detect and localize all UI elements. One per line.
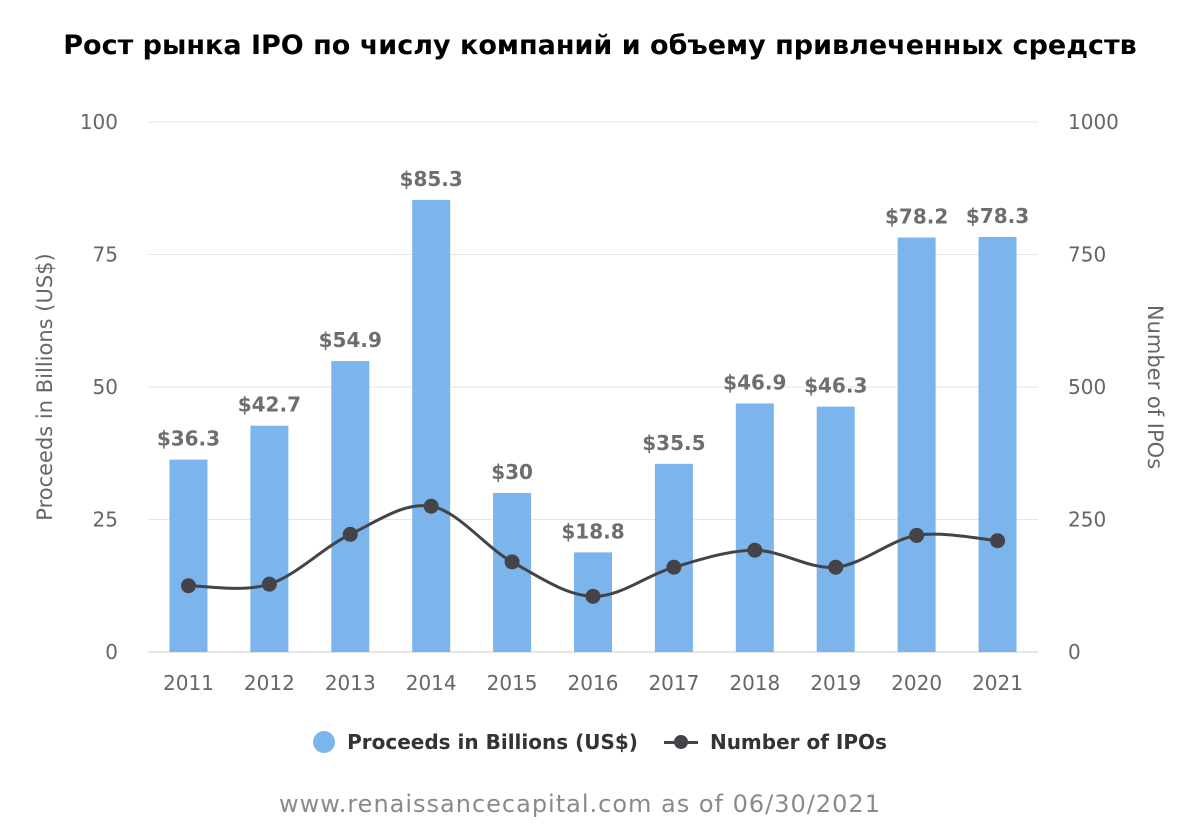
- bar-2021[interactable]: [978, 237, 1017, 652]
- bar-2018[interactable]: [735, 403, 774, 652]
- bar-label-2014: $85.3: [400, 167, 463, 191]
- x-axis-ticks: 2011 2012 2013 2014 2015 2016 2017 2018 2019 2020…: [163, 671, 1023, 695]
- bar-label-2016: $18.8: [561, 519, 624, 543]
- right-tick-label: 250: [1068, 508, 1106, 532]
- bar-label-2015: $30: [491, 460, 533, 484]
- x-tick-2020: 2020: [891, 671, 942, 695]
- ipo-point-2015[interactable]: [504, 554, 520, 570]
- legend-line-marker: [663, 735, 698, 749]
- bar-label-2020: $78.2: [885, 205, 948, 229]
- source-text: www.renaissancecapital.com as of 06/30/2…: [279, 790, 881, 818]
- bar-label-2017: $35.5: [642, 431, 705, 455]
- bar-2015[interactable]: [493, 493, 532, 652]
- bar-label-2013: $54.9: [319, 328, 382, 352]
- right-axis-title: Number of IPOs: [1143, 305, 1167, 469]
- bar-2017[interactable]: [654, 463, 693, 652]
- legend-item-proceeds[interactable]: Proceeds in Billions (US$): [313, 730, 638, 754]
- ipo-point-2021[interactable]: [990, 533, 1006, 549]
- bar-label-2011: $36.3: [157, 427, 220, 451]
- right-tick-label: 750: [1068, 243, 1106, 267]
- ipo-point-2018[interactable]: [747, 542, 763, 558]
- ipo-point-2014[interactable]: [423, 498, 439, 514]
- ipo-point-2017[interactable]: [666, 559, 682, 575]
- ipo-point-2012[interactable]: [261, 576, 277, 592]
- bar-label-2018: $46.9: [723, 370, 786, 394]
- bar-2011[interactable]: [169, 459, 208, 652]
- ipo-count-line: [180, 498, 1006, 604]
- left-axis-ticks: 0 25 50 75 100: [80, 110, 118, 664]
- bar-2012[interactable]: [250, 425, 289, 652]
- legend-label-proceeds: Proceeds in Billions (US$): [347, 730, 638, 754]
- legend: Proceeds in Billions (US$) Number of IPO…: [0, 730, 1200, 754]
- left-tick-label: 0: [105, 640, 118, 664]
- x-tick-2017: 2017: [648, 671, 699, 695]
- bar-2013[interactable]: [331, 361, 370, 652]
- bar-2020[interactable]: [897, 237, 936, 653]
- left-tick-label: 75: [93, 243, 118, 267]
- bar-2014[interactable]: [412, 199, 451, 652]
- legend-bar-marker: [313, 731, 336, 753]
- ipo-point-2020[interactable]: [909, 527, 925, 543]
- bar-data-labels: $36.3 $42.7 $54.9 $85.3 $30 $18.8 $35.5 $46.9 $4…: [157, 167, 1029, 543]
- ipo-point-2016[interactable]: [585, 588, 601, 604]
- right-tick-label: 0: [1068, 640, 1081, 664]
- chart-title: Рост рынка IPO по числу компаний и объем…: [63, 30, 1137, 61]
- right-tick-label: 1000: [1068, 110, 1119, 134]
- right-tick-label: 500: [1068, 375, 1106, 399]
- x-tick-2013: 2013: [325, 671, 376, 695]
- bar-label-2019: $46.3: [804, 374, 867, 398]
- ipo-point-2019[interactable]: [828, 559, 844, 575]
- ipo-point-2011[interactable]: [180, 578, 196, 594]
- left-tick-label: 50: [93, 375, 118, 399]
- x-tick-2015: 2015: [487, 671, 538, 695]
- x-tick-2016: 2016: [568, 671, 619, 695]
- x-tick-2011: 2011: [163, 671, 214, 695]
- bar-label-2012: $42.7: [238, 393, 301, 417]
- left-axis-title: Proceeds in Billions (US$): [33, 253, 57, 520]
- legend-label-ipos: Number of IPOs: [709, 730, 887, 754]
- x-tick-2021: 2021: [972, 671, 1023, 695]
- x-tick-2019: 2019: [810, 671, 861, 695]
- right-axis-ticks: 0 250 500 750 1000: [1068, 110, 1119, 664]
- bar-label-2021: $78.3: [966, 204, 1029, 228]
- x-tick-2012: 2012: [244, 671, 295, 695]
- proceeds-bars: [169, 199, 1017, 653]
- left-tick-label: 100: [80, 110, 118, 134]
- ipo-point-2013[interactable]: [342, 526, 358, 542]
- legend-item-ipos[interactable]: Number of IPOs: [663, 730, 887, 754]
- bar-2019[interactable]: [816, 406, 855, 652]
- x-tick-2014: 2014: [406, 671, 457, 695]
- gridlines: [148, 121, 1038, 653]
- left-tick-label: 25: [93, 508, 118, 532]
- x-tick-2018: 2018: [729, 671, 780, 695]
